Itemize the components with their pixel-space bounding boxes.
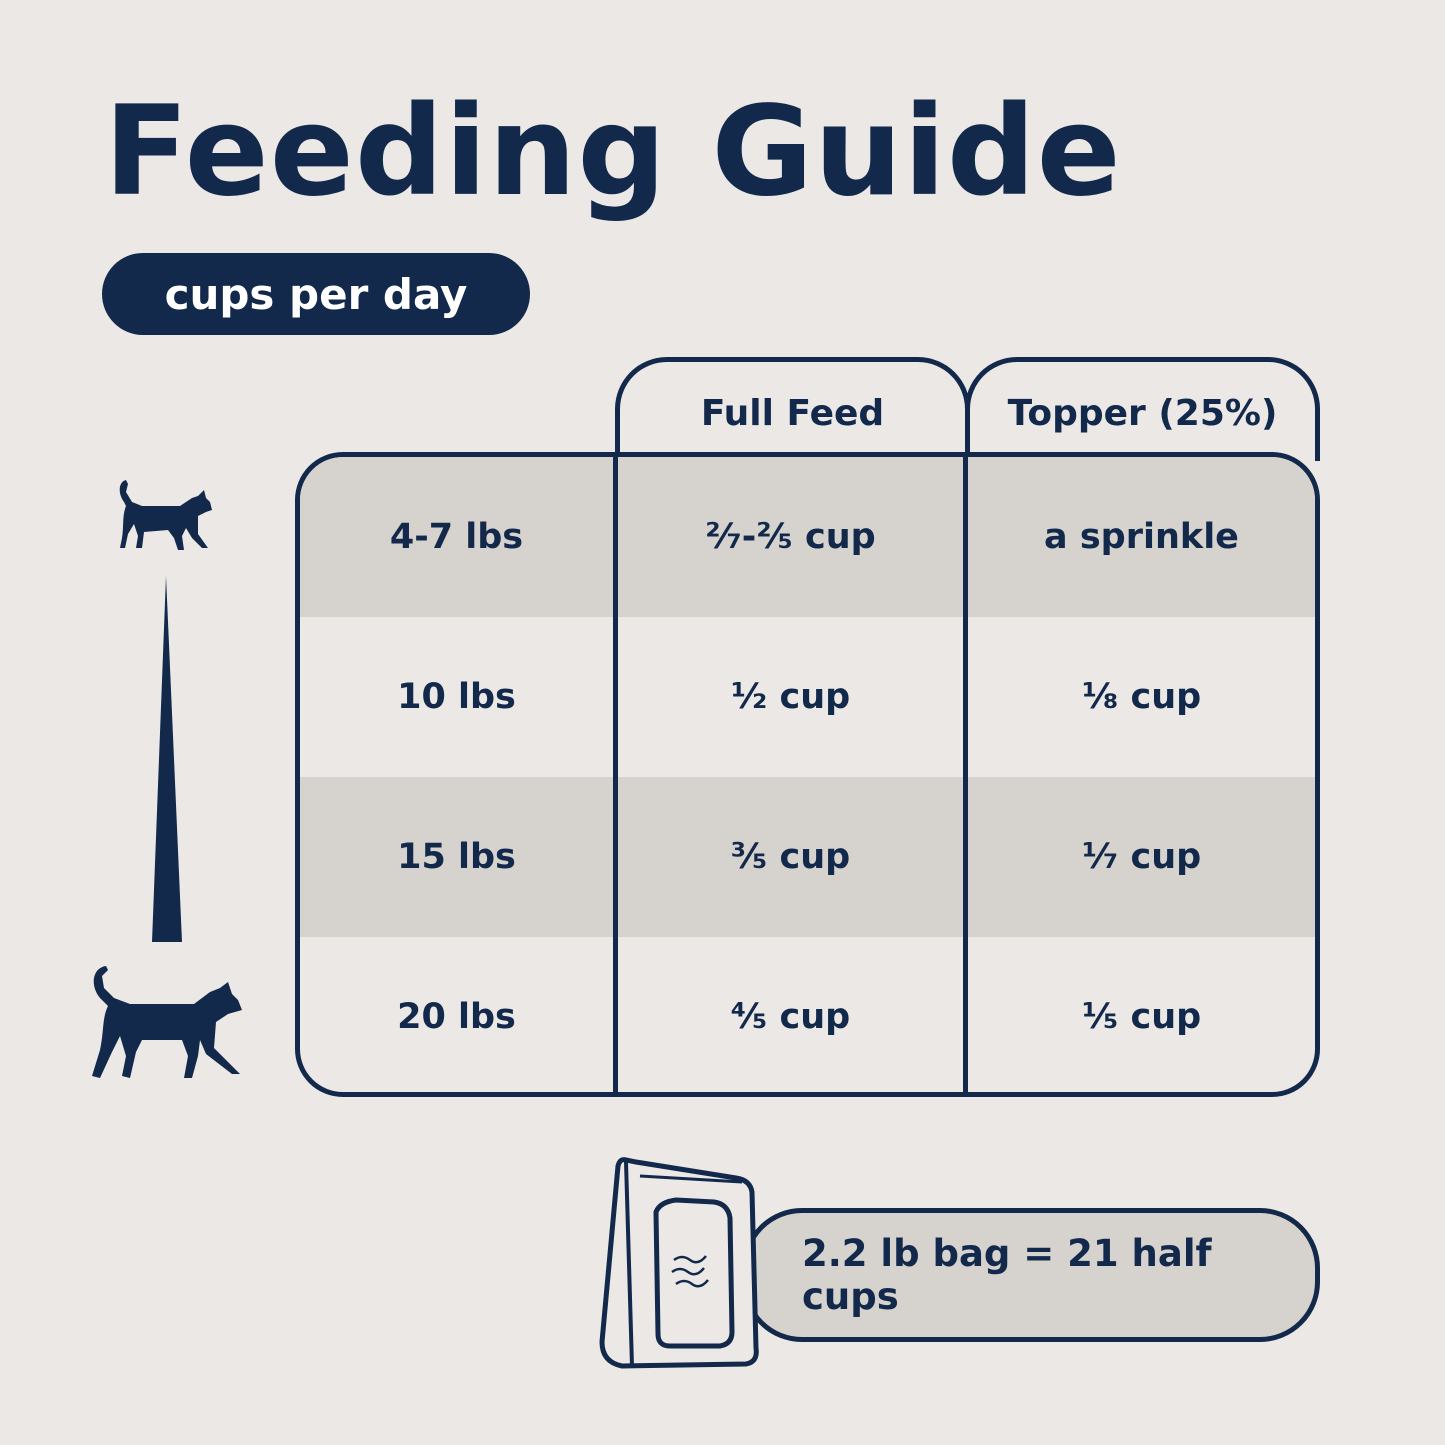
table-row: 10 lbs ¹⁄₂ cup ¹⁄₈ cup: [300, 617, 1315, 777]
table-row: 20 lbs ⁴⁄₅ cup ¹⁄₅ cup: [300, 937, 1315, 1092]
topper-cell: ¹⁄₇ cup: [1081, 837, 1202, 877]
topper-cell: ¹⁄₅ cup: [1081, 997, 1202, 1037]
bag-note: 2.2 lb bag = 21 half cups: [742, 1208, 1320, 1342]
table-row: 15 lbs ³⁄₅ cup ¹⁄₇ cup: [300, 777, 1315, 937]
topper-cell: a sprinkle: [1044, 517, 1239, 557]
unit-pill: cups per day: [102, 253, 530, 335]
full-feed-cell: ²⁄₇-²⁄₅ cup: [618, 457, 968, 617]
food-bag-icon: [599, 1157, 759, 1369]
weight-cell: 15 lbs: [300, 777, 618, 937]
topper-cell: ¹⁄₈ cup: [1081, 677, 1202, 717]
header-topper: Topper (25%): [965, 357, 1320, 461]
feeding-table: 4-7 lbs ²⁄₇-²⁄₅ cup a sprinkle 10 lbs ¹⁄…: [295, 452, 1320, 1097]
header-full-feed: Full Feed: [615, 357, 970, 461]
full-feed-cell: ⁴⁄₅ cup: [618, 937, 968, 1092]
page-title: Feeding Guide: [104, 80, 1122, 224]
full-feed-cell: ¹⁄₂ cup: [618, 617, 968, 777]
weight-cell: 4-7 lbs: [300, 457, 618, 617]
weight-cell: 20 lbs: [300, 937, 618, 1092]
large-cat-icon: [92, 966, 242, 1078]
small-cat-icon: [119, 480, 212, 550]
full-feed-cell: ³⁄₅ cup: [618, 777, 968, 937]
weight-cell: 10 lbs: [300, 617, 618, 777]
table-row: 4-7 lbs ²⁄₇-²⁄₅ cup a sprinkle: [300, 457, 1315, 617]
size-scale-wedge: [152, 576, 182, 942]
